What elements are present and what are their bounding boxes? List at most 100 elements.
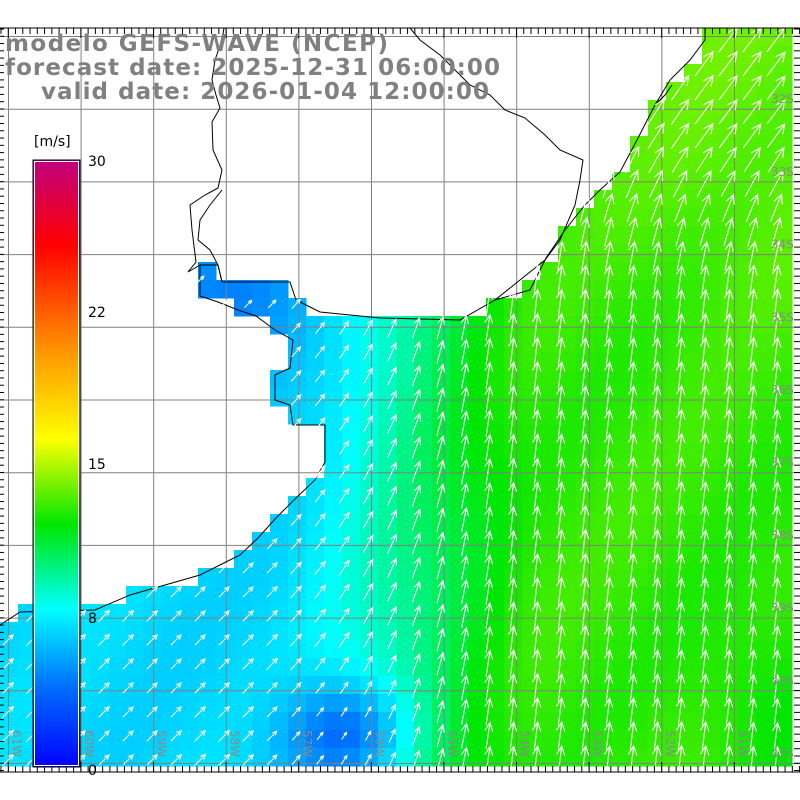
wind-cell xyxy=(594,388,613,407)
wind-arrow xyxy=(579,576,590,607)
wind-cell xyxy=(396,442,415,461)
wind-cell xyxy=(720,676,739,695)
wind-cell xyxy=(522,622,541,641)
wind-cell xyxy=(558,748,577,767)
wind-arrow xyxy=(699,649,710,678)
wind-cell xyxy=(414,406,433,425)
wind-cell xyxy=(342,334,361,353)
wind-cell xyxy=(180,586,199,605)
wind-cell xyxy=(342,406,361,425)
wind-cell xyxy=(468,496,487,515)
wind-cell xyxy=(756,208,775,227)
wind-cell xyxy=(468,694,487,713)
wind-cell xyxy=(684,244,703,263)
wind-cell xyxy=(288,388,307,407)
wind-cell xyxy=(234,550,253,569)
wind-cell xyxy=(198,280,217,299)
latitude-label: 33S xyxy=(771,165,794,179)
wind-arrow xyxy=(723,456,734,486)
wind-cell xyxy=(486,586,505,605)
wind-cell xyxy=(612,640,631,659)
wind-arrow xyxy=(747,576,758,606)
wind-arrow xyxy=(314,369,326,383)
wind-arrow xyxy=(411,652,421,675)
wind-arrow xyxy=(387,581,397,602)
wind-arrow xyxy=(772,649,782,678)
longitude-label: 56W xyxy=(373,730,387,757)
wind-cell xyxy=(18,748,37,767)
wind-arrow xyxy=(387,413,397,434)
wind-cell xyxy=(666,226,685,245)
wind-cell xyxy=(720,586,739,605)
wind-arrow xyxy=(122,657,135,670)
wind-cell xyxy=(504,370,523,389)
wind-cell xyxy=(504,388,523,407)
wind-arrow xyxy=(290,369,302,382)
wind-cell xyxy=(684,748,703,767)
wind-arrow xyxy=(627,288,638,318)
wind-cell xyxy=(396,550,415,569)
wind-arrow xyxy=(2,657,15,670)
wind-cell xyxy=(720,118,739,137)
wind-arrow xyxy=(484,433,494,462)
coastline xyxy=(0,28,706,626)
wind-arrow xyxy=(675,312,686,342)
wind-cell xyxy=(198,676,217,695)
wind-cell xyxy=(720,658,739,677)
wind-arrow xyxy=(724,529,734,558)
wind-cell xyxy=(342,568,361,587)
wind-arrow xyxy=(412,677,421,698)
wind-cell xyxy=(684,208,703,227)
wind-cell xyxy=(180,676,199,695)
wind-arrow xyxy=(604,385,614,414)
wind-cell xyxy=(180,640,199,659)
wind-cell xyxy=(162,640,181,659)
wind-arrow xyxy=(603,337,614,366)
wind-arrow xyxy=(579,456,590,486)
wind-arrow xyxy=(555,720,566,750)
wind-arrow xyxy=(580,745,590,774)
wind-arrow xyxy=(651,288,662,318)
wind-arrow xyxy=(2,729,15,742)
wind-arrow xyxy=(507,312,518,342)
wind-arrow xyxy=(627,480,638,511)
wind-arrow xyxy=(603,192,615,223)
wind-arrow xyxy=(508,553,518,582)
wind-arrow xyxy=(220,299,229,308)
wind-cell xyxy=(684,118,703,137)
wind-cell xyxy=(720,298,739,317)
wind-cell xyxy=(486,730,505,749)
wind-cell xyxy=(666,532,685,551)
wind-cell xyxy=(342,604,361,623)
wind-cell xyxy=(630,442,649,461)
wind-cell xyxy=(396,406,415,425)
wind-arrow xyxy=(338,344,350,360)
wind-cell xyxy=(342,550,361,569)
wind-arrow xyxy=(603,648,614,678)
wind-arrow xyxy=(579,312,590,343)
wind-arrow xyxy=(242,561,255,574)
wind-arrow xyxy=(218,729,231,742)
wind-arrow xyxy=(194,753,207,766)
wind-cell xyxy=(324,424,343,443)
wind-cell xyxy=(270,676,289,695)
wind-cell xyxy=(522,316,541,335)
wind-arrow xyxy=(580,240,590,271)
wind-arrow xyxy=(769,193,783,222)
wind-cell xyxy=(288,658,307,677)
wind-cell xyxy=(576,226,595,245)
wind-cell xyxy=(630,730,649,749)
wind-arrow xyxy=(603,288,614,319)
wind-cell xyxy=(540,424,559,443)
wind-arrow xyxy=(675,216,687,246)
wind-cell xyxy=(270,532,289,551)
wind-arrow xyxy=(651,312,662,342)
wind-cell xyxy=(108,712,127,731)
wind-arrow xyxy=(484,289,494,318)
wind-arrow xyxy=(675,288,686,318)
wind-cell xyxy=(126,694,145,713)
wind-arrow xyxy=(695,146,713,173)
wind-cell xyxy=(18,694,37,713)
wind-cell xyxy=(522,676,541,695)
wind-arrow xyxy=(362,582,374,601)
